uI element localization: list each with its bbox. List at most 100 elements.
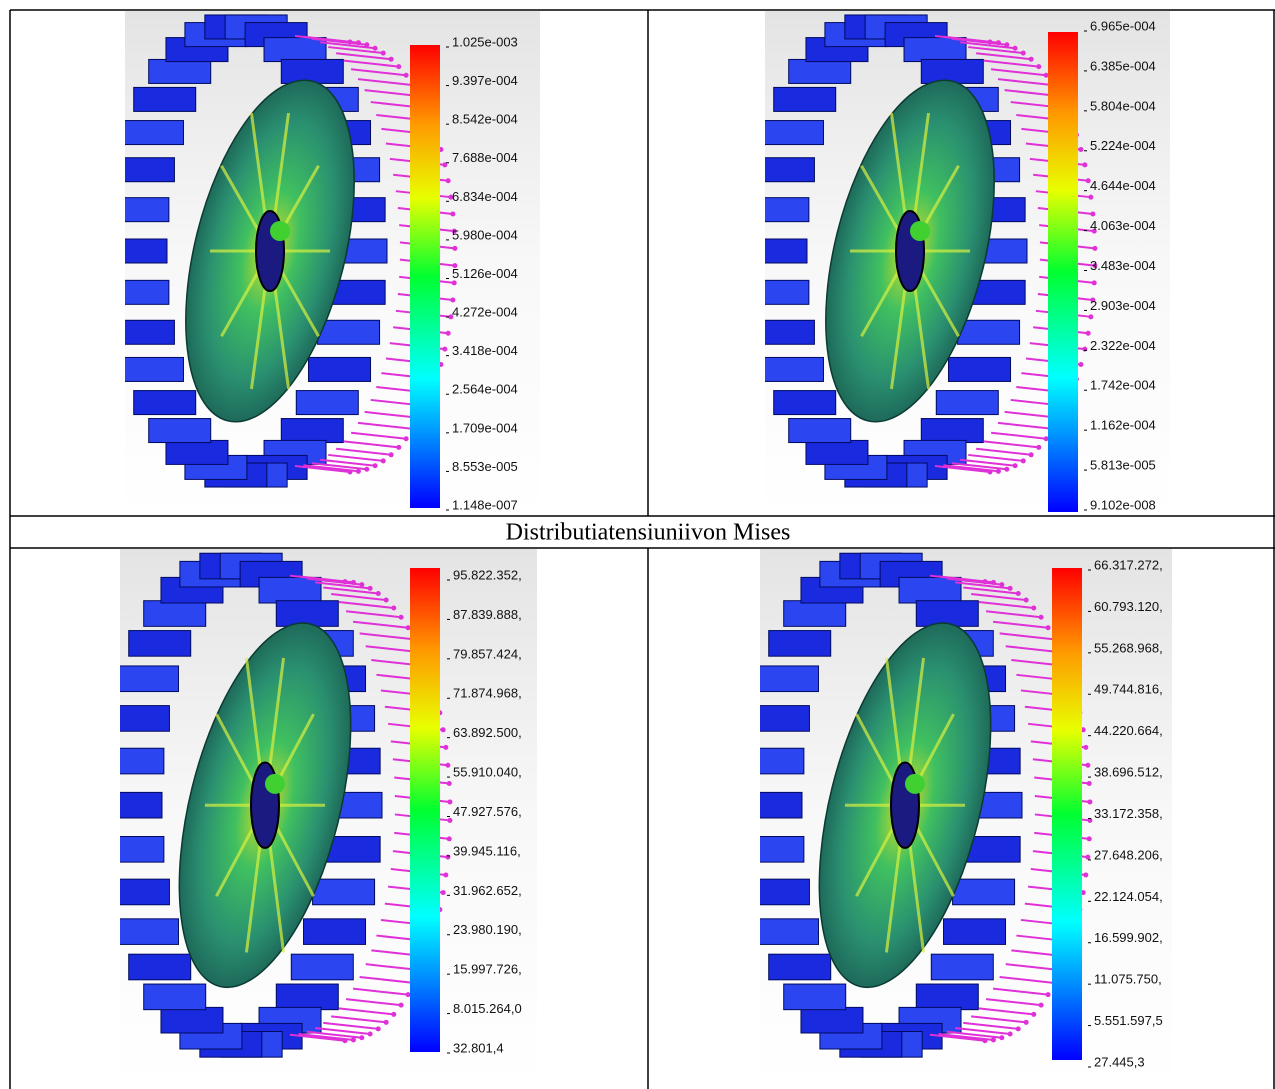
arrow-head bbox=[1046, 992, 1051, 997]
fin bbox=[304, 919, 366, 945]
arrow-head bbox=[391, 1012, 396, 1017]
fin bbox=[949, 357, 1011, 381]
fin bbox=[756, 919, 818, 945]
fin bbox=[742, 748, 804, 774]
colorbar bbox=[1048, 32, 1078, 512]
arrow-head bbox=[1029, 452, 1034, 457]
fin bbox=[121, 357, 183, 381]
arrow-head bbox=[1016, 1026, 1021, 1031]
arrow-head bbox=[381, 458, 386, 463]
arrow-head bbox=[991, 1037, 996, 1042]
legend-label: 4.644e-004 bbox=[1090, 178, 1156, 193]
arrow-head bbox=[1078, 147, 1083, 152]
legend-label: 60.793.120, bbox=[1094, 599, 1163, 614]
arrow-head bbox=[1088, 314, 1093, 319]
legend-label: 47.927.576, bbox=[453, 804, 522, 819]
arrow-head bbox=[1092, 246, 1097, 251]
fin bbox=[761, 357, 823, 381]
figure-area: 1.025e-0039.397e-0048.542e-0047.688e-004… bbox=[100, 11, 1172, 1087]
fin bbox=[313, 879, 375, 905]
fin bbox=[899, 577, 961, 603]
arrow-head bbox=[447, 818, 452, 823]
fin bbox=[769, 954, 831, 980]
fin bbox=[276, 984, 338, 1010]
legend-label: 87.839.888, bbox=[453, 607, 522, 622]
arrow-head bbox=[442, 347, 447, 352]
arrow-head bbox=[452, 246, 457, 251]
arrow-head bbox=[1029, 57, 1034, 62]
fin bbox=[936, 391, 998, 415]
arrow-head bbox=[1036, 445, 1041, 450]
legend-label: 66.317.272, bbox=[1094, 557, 1163, 572]
fin bbox=[784, 601, 846, 627]
arrow-head bbox=[447, 836, 452, 841]
document: 1.025e-0039.397e-0048.542e-0047.688e-004… bbox=[0, 0, 1275, 1089]
fin bbox=[112, 320, 174, 344]
fin bbox=[904, 38, 966, 62]
legend-label: 9.397e-004 bbox=[452, 73, 518, 88]
arrow-head bbox=[376, 1026, 381, 1031]
arrow-head bbox=[1086, 331, 1091, 336]
legend-label: 79.857.424, bbox=[453, 646, 522, 661]
arrow-head bbox=[1021, 51, 1026, 56]
arrow-head bbox=[373, 46, 378, 51]
fin bbox=[264, 38, 326, 62]
legend-label: 95.822.352, bbox=[453, 567, 522, 582]
arrow-head bbox=[1087, 781, 1092, 786]
arrow-head bbox=[1031, 1012, 1036, 1017]
legend-label: 11.075.750, bbox=[1094, 972, 1162, 987]
arrow-head bbox=[1024, 598, 1029, 603]
arrow-head bbox=[399, 1003, 404, 1008]
legend-label: 5.980e-004 bbox=[452, 227, 518, 242]
legend-label: 4.063e-004 bbox=[1090, 218, 1156, 233]
fin bbox=[296, 391, 358, 415]
legend-label: 1.709e-004 bbox=[452, 420, 518, 435]
caption: Distributiatensiuniivon Mises bbox=[506, 520, 791, 546]
legend-label: 16.599.902, bbox=[1094, 930, 1163, 945]
legend-label: 3.418e-004 bbox=[452, 343, 518, 358]
arrow-head bbox=[1085, 763, 1090, 768]
legend-label: 2.903e-004 bbox=[1090, 298, 1156, 313]
fin bbox=[318, 320, 380, 344]
legend-label: 15.997.726, bbox=[453, 962, 522, 977]
fin bbox=[806, 440, 868, 464]
arrow-head bbox=[343, 1038, 348, 1043]
arrow-head bbox=[445, 855, 450, 860]
fin bbox=[134, 87, 196, 111]
arrow-head bbox=[368, 1032, 373, 1037]
arrow-head bbox=[368, 586, 373, 591]
fin bbox=[916, 984, 978, 1010]
legend-label: 8.553e-005 bbox=[452, 459, 518, 474]
colorbar bbox=[410, 568, 440, 1052]
legend-label: 8.015.264,0 bbox=[453, 1001, 522, 1016]
legend-label: 71.874.968, bbox=[453, 686, 522, 701]
arrow-head bbox=[441, 727, 446, 732]
arrow-head bbox=[1031, 605, 1036, 610]
fin bbox=[774, 391, 836, 415]
arrow-head bbox=[406, 625, 411, 630]
fin bbox=[102, 837, 164, 863]
fin bbox=[784, 984, 846, 1010]
fin bbox=[116, 666, 178, 692]
hub-mesh bbox=[905, 774, 925, 794]
legend-label: 38.696.512, bbox=[1094, 765, 1163, 780]
fin bbox=[747, 706, 809, 732]
fin bbox=[953, 879, 1015, 905]
legend-label: 33.172.358, bbox=[1094, 806, 1163, 821]
legend-label: 55.268.968, bbox=[1094, 640, 1163, 655]
legend-label: 1.148e-007 bbox=[452, 497, 518, 512]
legend-label: 2.322e-004 bbox=[1090, 338, 1156, 353]
legend-label: 5.804e-004 bbox=[1090, 98, 1156, 113]
fea-render: 95.822.352, 87.839.888, 79.857.424, 71.874.… bbox=[100, 549, 537, 1087]
fea-render: 1.025e-0039.397e-0048.542e-0047.688e-004… bbox=[105, 11, 540, 515]
arrow-head bbox=[399, 615, 404, 620]
arrow-head bbox=[376, 591, 381, 596]
fea-render: 66.317.272,60.793.120,55.268.968,49.744.… bbox=[740, 549, 1172, 1087]
arrow-head bbox=[988, 470, 993, 475]
legend-label: 2.564e-004 bbox=[452, 382, 518, 397]
arrow-head bbox=[351, 1037, 356, 1042]
arrow-head bbox=[1039, 615, 1044, 620]
fin bbox=[149, 419, 211, 443]
fin bbox=[921, 59, 983, 83]
arrow-head bbox=[1044, 73, 1049, 78]
